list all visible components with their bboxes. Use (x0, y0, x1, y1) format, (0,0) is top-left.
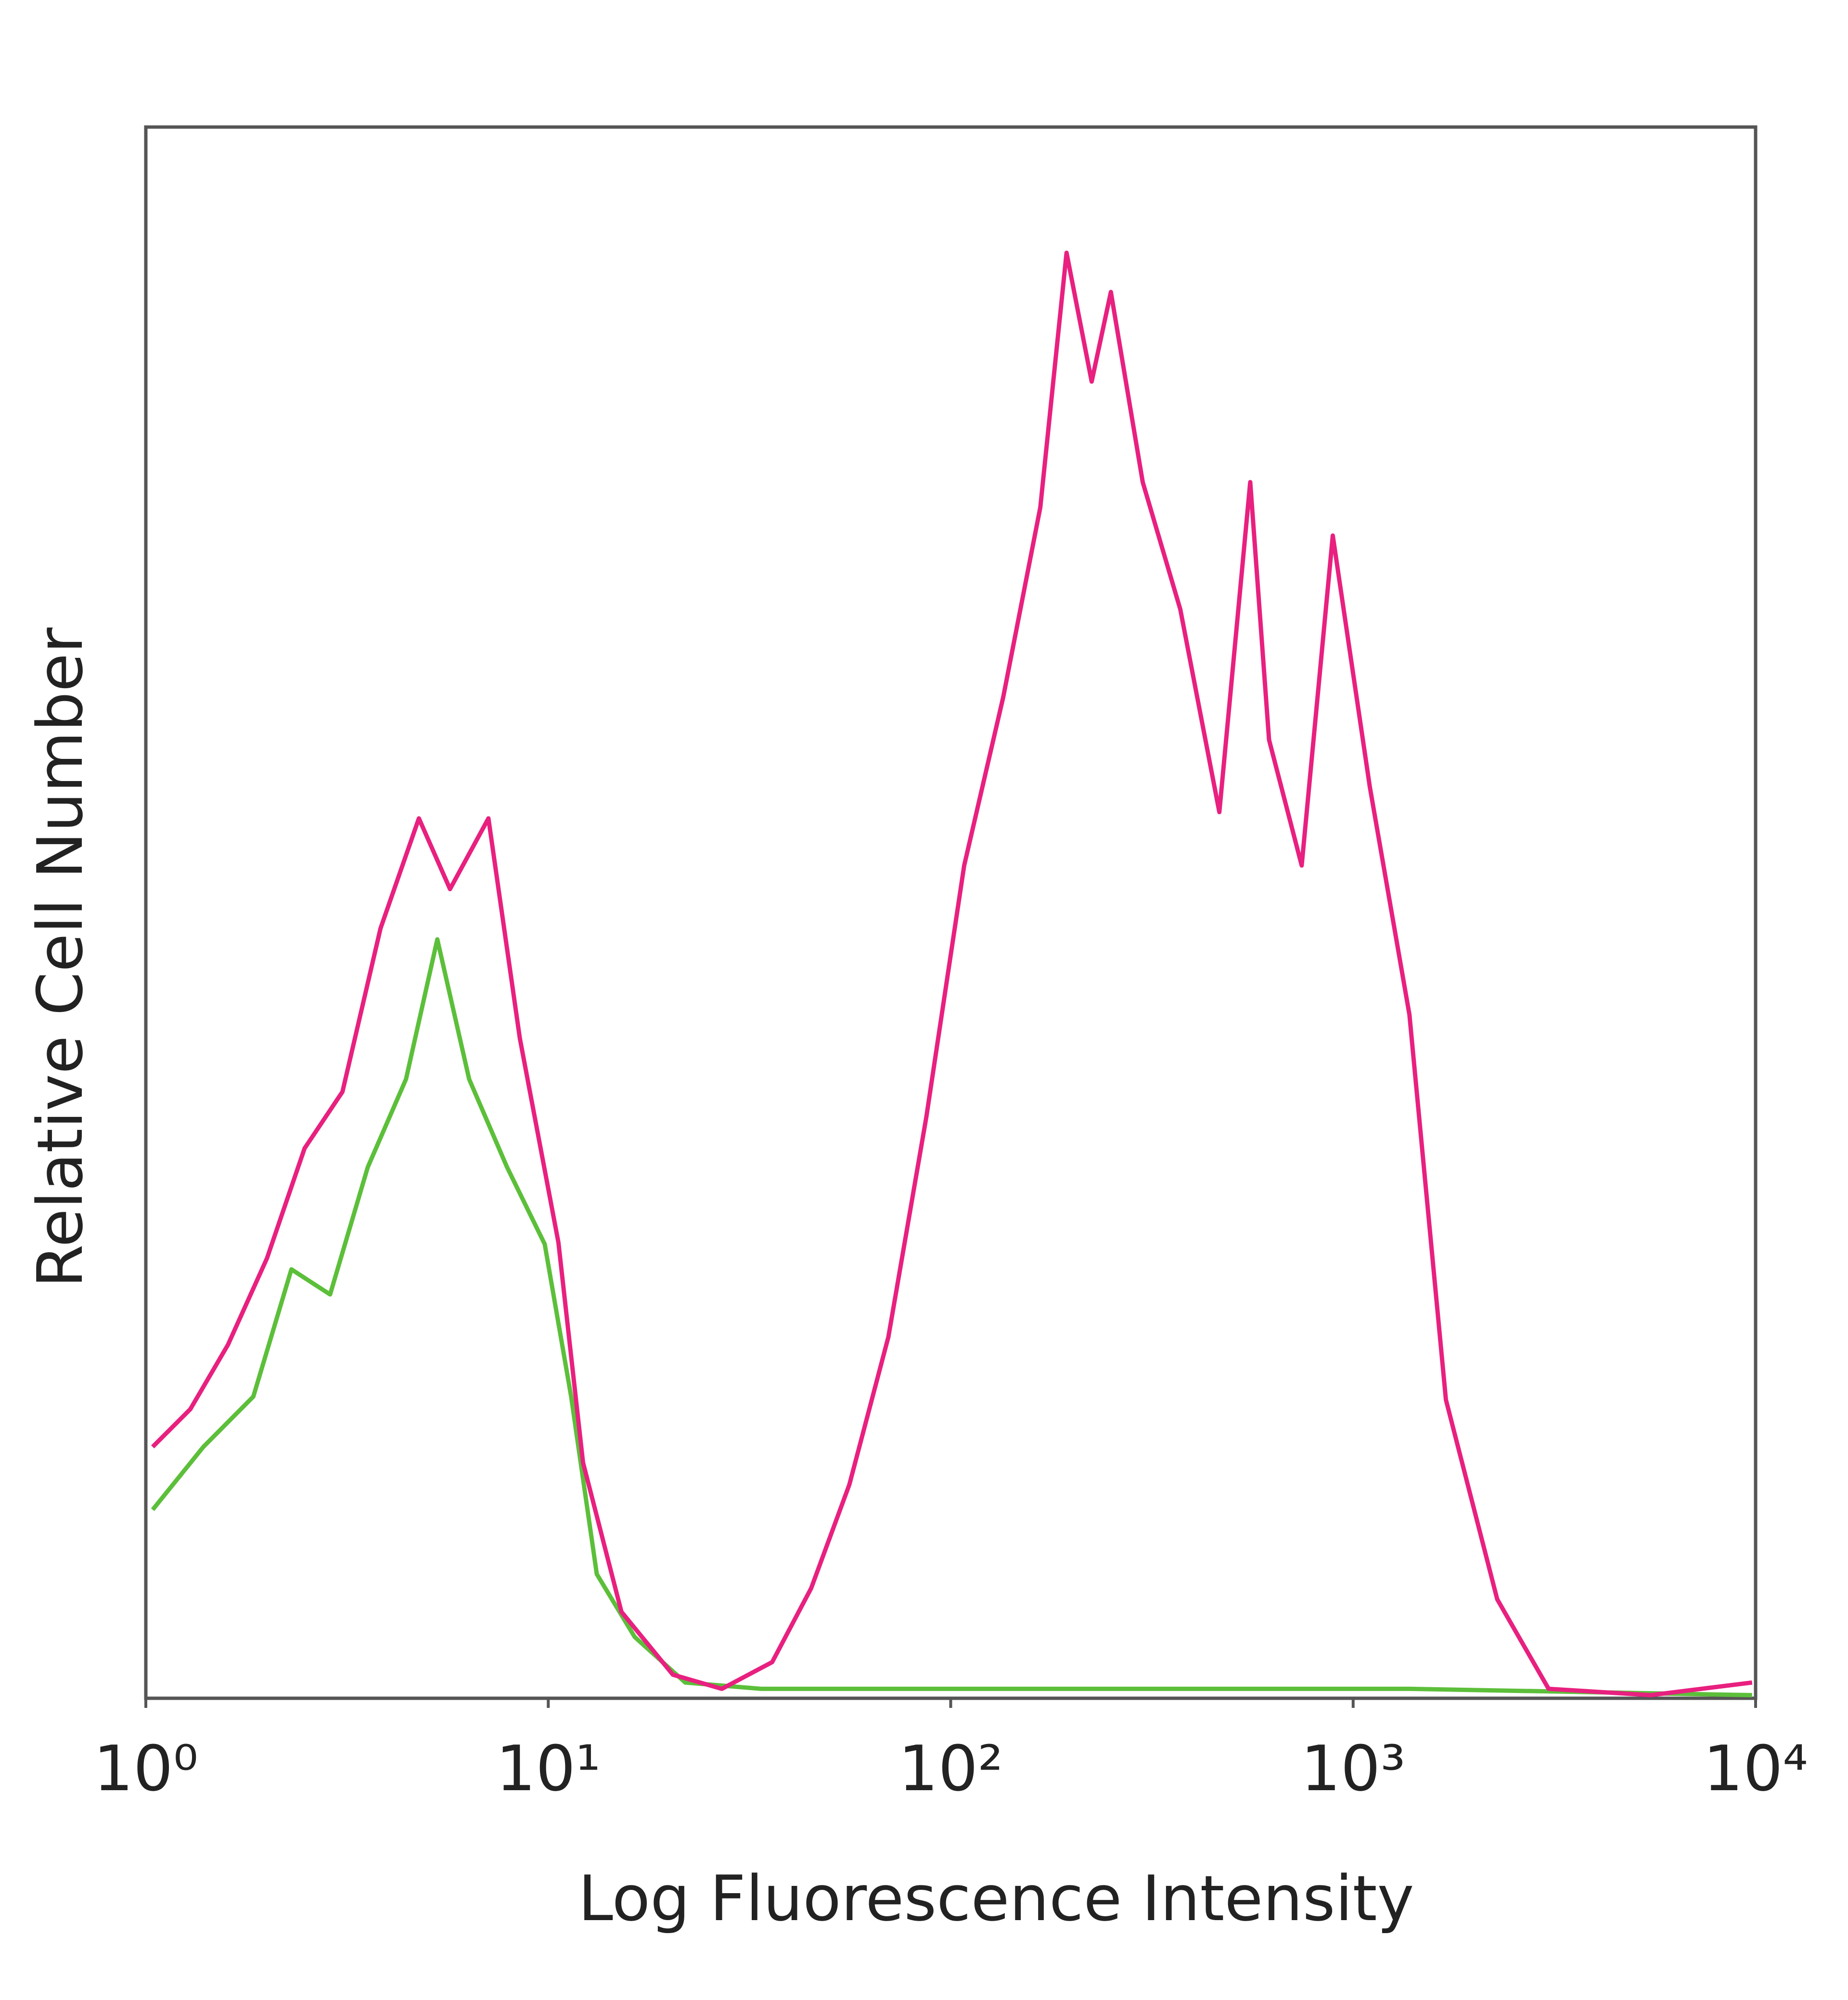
plot-frame (144, 125, 1758, 1700)
x-tick-label: 10⁰ (93, 1732, 198, 1805)
x-tick-label: 10³ (1301, 1732, 1406, 1805)
x-tick-label: 10² (898, 1732, 1003, 1805)
y-axis-label: Relative Cell Number (24, 627, 97, 1288)
x-tick-label: 10¹ (496, 1732, 601, 1805)
x-axis-label: Log Fluorescence Intensity (578, 1862, 1414, 1935)
histogram-line (151, 250, 1753, 1697)
x-tick-label: 10⁴ (1703, 1732, 1808, 1805)
histogram-line (151, 937, 1752, 1697)
